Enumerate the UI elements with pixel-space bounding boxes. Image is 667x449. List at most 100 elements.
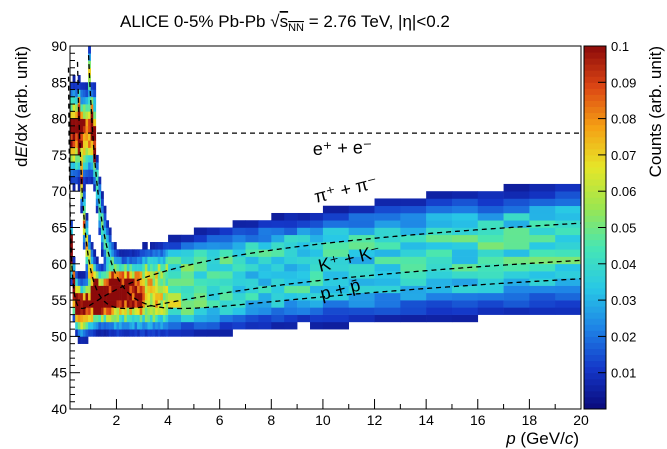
heatmap-cell xyxy=(400,242,427,250)
heatmap-cell xyxy=(426,191,453,199)
heatmap-cell xyxy=(310,278,324,286)
heatmap-cell xyxy=(137,321,140,330)
heatmap-cell xyxy=(348,234,375,243)
colorbar-segment xyxy=(584,227,606,235)
heatmap-cell xyxy=(180,249,195,257)
heatmap-cell xyxy=(80,205,84,214)
heatmap-cell xyxy=(90,82,94,90)
heatmap-cell xyxy=(77,271,81,279)
heatmap-cell xyxy=(284,220,298,228)
heatmap-cell xyxy=(142,292,146,301)
heatmap-cell xyxy=(297,300,311,308)
heatmap-cell xyxy=(219,227,233,236)
heatmap-cell xyxy=(95,307,99,315)
heatmap-cell xyxy=(232,292,246,301)
heatmap-cell xyxy=(131,329,135,337)
heatmap-cell xyxy=(426,256,453,265)
heatmap-cell xyxy=(106,329,110,337)
heatmap-cell xyxy=(348,212,375,221)
heatmap-cell xyxy=(90,329,94,337)
heatmap-cell xyxy=(88,307,91,315)
heatmap-cell xyxy=(95,154,99,163)
heatmap-cell xyxy=(88,285,91,294)
colorbar-segment xyxy=(584,257,606,265)
heatmap-cell xyxy=(147,292,151,301)
heatmap-cell xyxy=(95,271,99,279)
heatmap-cell xyxy=(82,336,86,344)
heatmap-cell xyxy=(555,285,582,294)
heatmap-cell xyxy=(193,263,208,272)
heatmap-cell xyxy=(451,256,479,265)
heatmap-cell xyxy=(157,314,161,323)
heatmap-cell xyxy=(180,256,195,265)
heatmap-cell xyxy=(121,256,125,265)
heatmap-cell xyxy=(88,278,91,286)
heatmap-cell xyxy=(72,300,76,308)
heatmap-cell xyxy=(503,271,530,279)
curve-kaons xyxy=(76,61,581,310)
heatmap-cell xyxy=(451,234,479,243)
heatmap-cell xyxy=(157,292,161,301)
heatmap-cell xyxy=(180,263,195,272)
heatmap-cell xyxy=(258,321,272,330)
heatmap-cell xyxy=(137,249,140,257)
heatmap-cell xyxy=(90,314,94,323)
heatmap-cell xyxy=(477,263,504,272)
heatmap-cell xyxy=(88,249,91,257)
heatmap-cell xyxy=(121,263,125,272)
heatmap-cell xyxy=(284,314,298,323)
heatmap-cell xyxy=(137,285,140,294)
heatmap-cell xyxy=(529,220,556,228)
heatmap-cell xyxy=(206,285,220,294)
colorbar-segment xyxy=(584,215,606,222)
heatmap-cell xyxy=(374,256,401,265)
heatmap-cell xyxy=(82,300,86,308)
heatmap-cell xyxy=(116,329,120,337)
heatmap-cell xyxy=(88,154,91,163)
heatmap-cell xyxy=(157,278,161,286)
heatmap-cell xyxy=(529,249,556,257)
heatmap-cell xyxy=(124,321,128,330)
heatmap-cell xyxy=(193,278,208,286)
heatmap-cell xyxy=(90,89,94,98)
heatmap-cell xyxy=(165,242,169,250)
heatmap-cell xyxy=(310,212,324,221)
heatmap-cell xyxy=(103,212,107,221)
heatmap-cell xyxy=(232,300,246,308)
z-axis-label: Counts (arb. unit) xyxy=(646,46,665,177)
heatmap-cell xyxy=(555,220,582,228)
heatmap-cell xyxy=(137,307,140,315)
heatmap-cell xyxy=(139,329,143,337)
heatmap-cell xyxy=(232,263,246,272)
heatmap-cell xyxy=(77,292,81,301)
heatmap-cell xyxy=(426,271,453,279)
heatmap-cell xyxy=(77,278,81,286)
heatmap-cell xyxy=(245,220,259,228)
heatmap-cell xyxy=(322,300,350,308)
heatmap-cell xyxy=(322,227,350,236)
heatmap-cell xyxy=(150,278,153,286)
heatmap-cell xyxy=(103,292,107,301)
heatmap-cell xyxy=(219,321,233,330)
colorbar-segment xyxy=(584,185,606,192)
heatmap-cell xyxy=(503,191,530,199)
heatmap-cell xyxy=(80,314,84,323)
heatmap-cell xyxy=(80,336,84,344)
heatmap-cell xyxy=(88,118,91,127)
heatmap-cell xyxy=(95,205,99,214)
heatmap-cell xyxy=(131,249,135,257)
heatmap-cell xyxy=(95,292,99,301)
heatmap-cell xyxy=(150,300,153,308)
heatmap-cell xyxy=(322,249,350,257)
heatmap-cell xyxy=(88,133,91,141)
heatmap-cell xyxy=(477,292,504,301)
colorbar-segment xyxy=(584,239,606,247)
colorbar-segment xyxy=(584,294,606,301)
heatmap-cell xyxy=(451,191,479,199)
heatmap-cell xyxy=(137,300,140,308)
x-tick-label: 20 xyxy=(573,412,589,428)
heatmap-cell xyxy=(129,300,133,308)
heatmap-cell xyxy=(529,242,556,250)
y-tick-label: 65 xyxy=(51,220,67,236)
heatmap-cell xyxy=(88,104,91,112)
